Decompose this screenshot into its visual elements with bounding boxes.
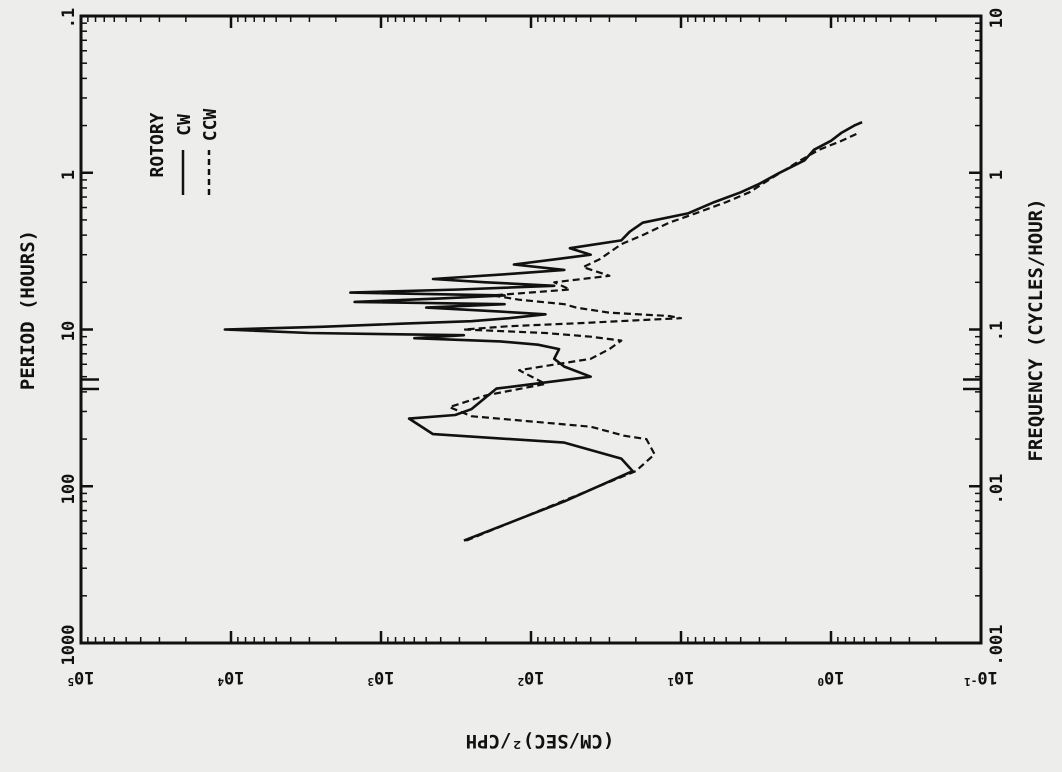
density-tick-label: 102 bbox=[517, 667, 544, 689]
density-tick-mantissa: 10 bbox=[224, 667, 244, 687]
legend: ROTORY CW CCW bbox=[147, 109, 221, 195]
density-tick-mantissa: 10 bbox=[374, 667, 394, 687]
density-tick-exponent: 2 bbox=[517, 676, 524, 689]
density-tick-label: 101 bbox=[667, 667, 694, 689]
series-line-cw bbox=[223, 121, 863, 542]
period-tick-label: 1000 bbox=[59, 625, 79, 666]
svg-text:101: 101 bbox=[667, 667, 694, 689]
frequency-tick-label: 1 bbox=[987, 170, 1007, 180]
frequency-tick-label: .01 bbox=[987, 474, 1007, 505]
density-tick-exponent: 1 bbox=[667, 676, 674, 689]
density-tick-mantissa: 10 bbox=[824, 667, 844, 687]
series-line-ccw bbox=[448, 131, 860, 542]
density-tick-exponent: -1 bbox=[964, 676, 978, 689]
legend-label-cw: CW bbox=[174, 114, 195, 136]
svg-text:105: 105 bbox=[67, 667, 94, 689]
frequency-axis-title: FREQUENCY (CYCLES/HOUR) bbox=[1025, 198, 1047, 461]
series-layer bbox=[223, 121, 863, 542]
density-tick-mantissa: 10 bbox=[977, 667, 997, 687]
density-tick-label: 10-1 bbox=[964, 667, 998, 689]
density-tick-mantissa: 10 bbox=[674, 667, 694, 687]
svg-text:10-1: 10-1 bbox=[964, 667, 998, 689]
density-tick-exponent: 0 bbox=[817, 676, 824, 689]
density-tick-mantissa: 10 bbox=[74, 667, 94, 687]
density-tick-label: 105 bbox=[67, 667, 94, 689]
legend-title: ROTORY bbox=[147, 112, 168, 177]
density-tick-exponent: 3 bbox=[367, 676, 374, 689]
density-tick-exponent: 4 bbox=[217, 676, 224, 689]
density-tick-mantissa: 10 bbox=[524, 667, 544, 687]
density-tick-label: 100 bbox=[817, 667, 844, 689]
legend-label-ccw: CCW bbox=[200, 109, 221, 142]
period-axis-title: PERIOD (HOURS) bbox=[17, 230, 39, 390]
axis-ticks bbox=[79, 14, 983, 645]
frequency-tick-label: 10 bbox=[987, 8, 1007, 28]
frequency-tick-label: .1 bbox=[987, 321, 1007, 341]
svg-text:102: 102 bbox=[517, 667, 544, 689]
svg-text:103: 103 bbox=[367, 667, 394, 689]
density-tick-label: 104 bbox=[217, 667, 244, 689]
period-tick-label: 100 bbox=[59, 474, 79, 505]
period-tick-label: 1 bbox=[59, 170, 79, 180]
period-tick-label: .1 bbox=[59, 8, 79, 28]
density-tick-label: 103 bbox=[367, 667, 394, 689]
frequency-tick-label: .001 bbox=[987, 625, 1007, 666]
svg-text:104: 104 bbox=[217, 667, 244, 689]
density-tick-exponent: 5 bbox=[67, 676, 74, 689]
svg-text:100: 100 bbox=[817, 667, 844, 689]
period-tick-label: 10 bbox=[59, 321, 79, 341]
density-axis-title: (CM/SEC)²/CPH bbox=[466, 730, 615, 752]
